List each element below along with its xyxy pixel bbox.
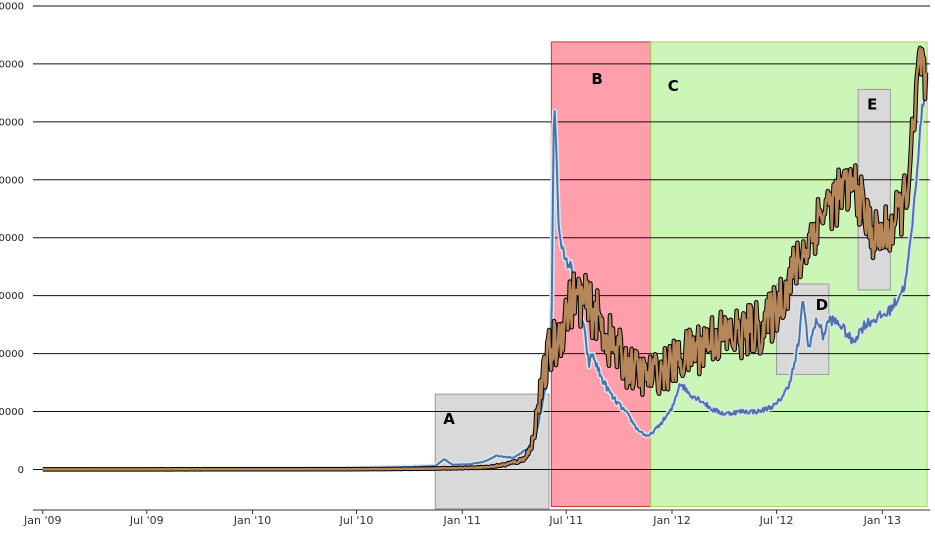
region-label-d: D [816,296,828,314]
y-tick-label: 2000000 [0,233,24,244]
region-label-a: A [443,410,455,428]
x-tick-label: Jan '12 [652,514,690,527]
y-axis: 0 500000 1000000 1500000 2000000 2500000 30000… [0,2,24,476]
x-tick-label: Jan '10 [233,514,271,527]
x-tick-label: Jul '12 [759,514,794,527]
region-label-b: B [591,70,602,88]
x-tick-label: Jul '09 [129,514,164,527]
x-tick-label: Jan '09 [23,514,61,527]
x-tick-label: Jul '10 [339,514,374,527]
y-tick-label: 4000000 [0,2,24,13]
region-b [550,41,652,508]
y-tick-label: 0 [18,465,24,476]
series-1-line [42,46,928,471]
x-tick-label: Jan '11 [443,514,481,527]
y-tick-label: 1000000 [0,349,24,360]
region-label-c: C [668,77,679,95]
x-axis: Jan '09 Jul '09 Jan '10 Jul '10 Jan '11 Jul '… [23,509,930,527]
series-lines [41,45,930,472]
y-tick-label: 3500000 [0,59,24,70]
region-label-e: E [867,95,877,113]
x-tick-label: Jan '13 [863,514,901,527]
region-labels: A B C D E [443,70,877,428]
x-tick-label: Jul '11 [548,514,583,527]
y-tick-label: 1500000 [0,291,24,302]
y-tick-label: 2500000 [0,175,24,186]
highlight-regions [434,41,928,510]
y-tick-label: 500000 [0,407,24,418]
